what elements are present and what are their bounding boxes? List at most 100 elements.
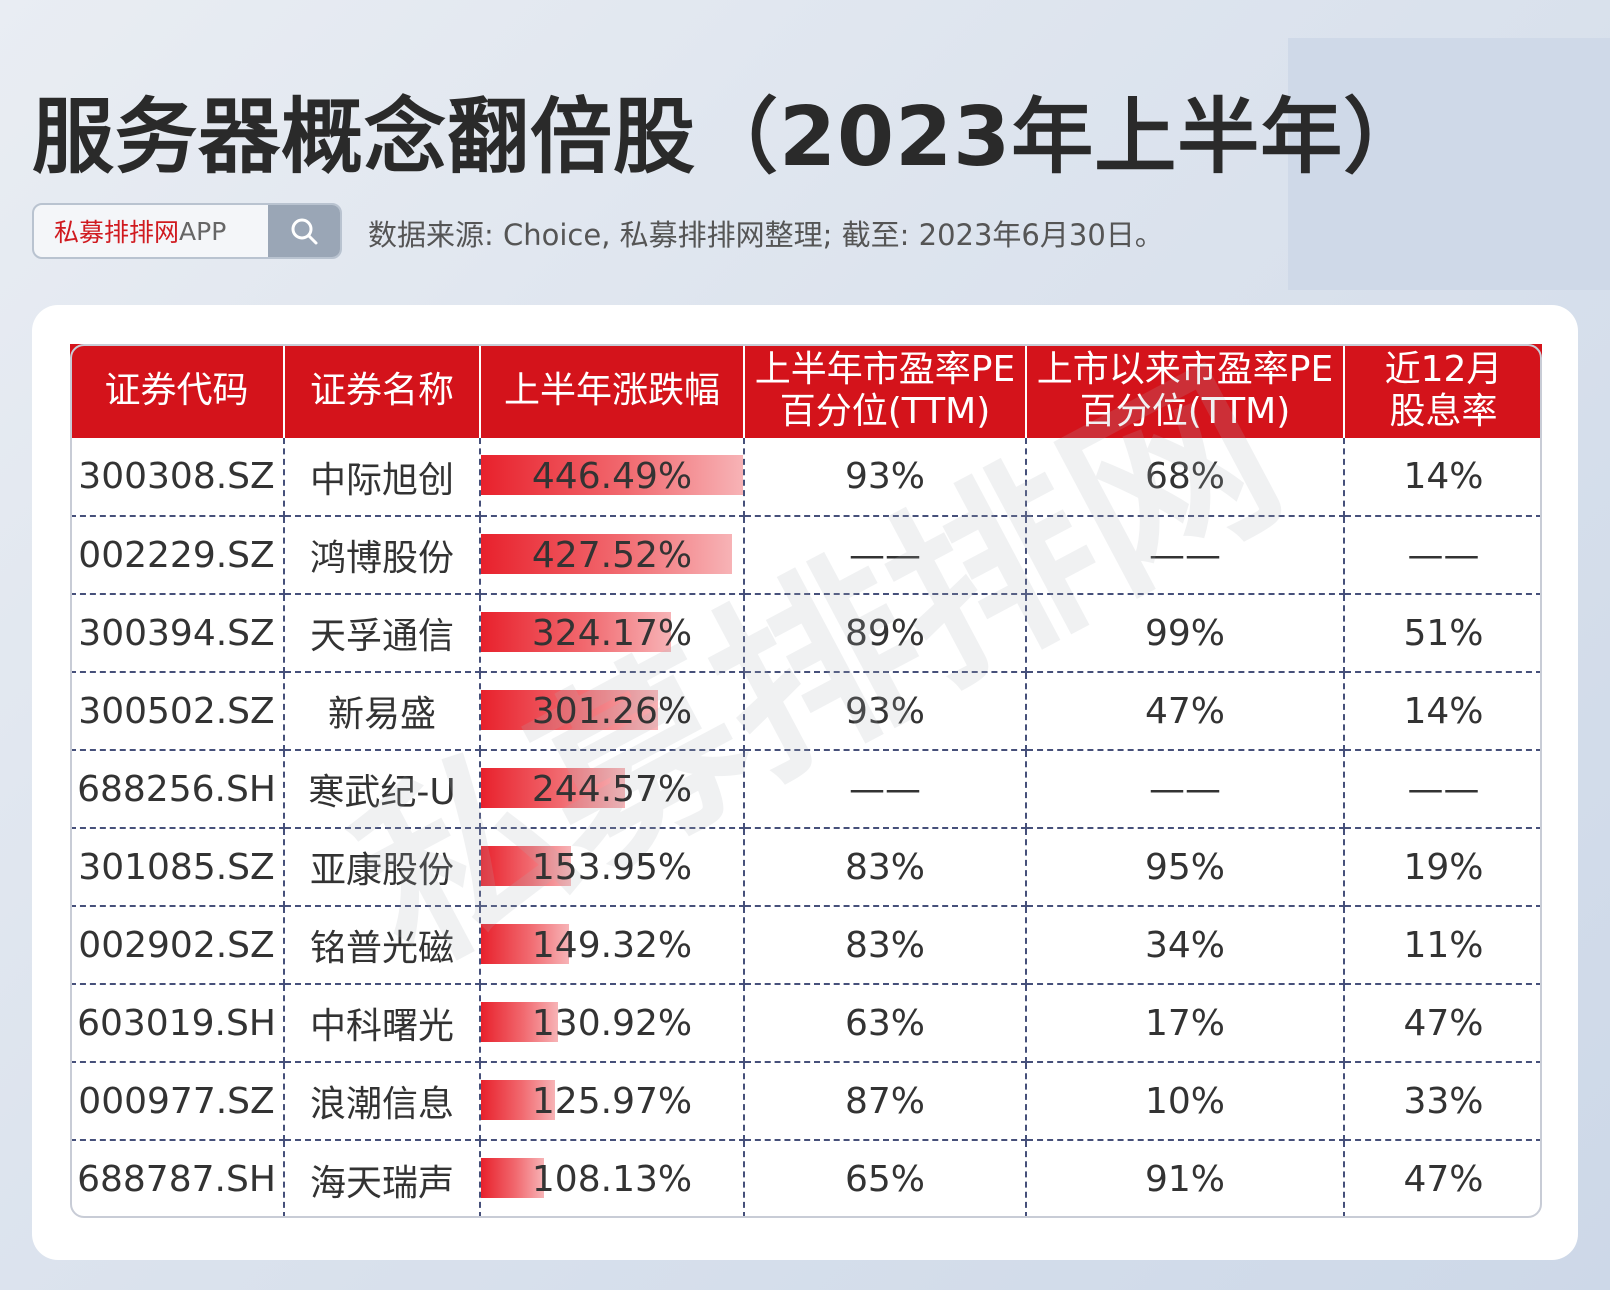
cell-pe-all: 47% (1026, 672, 1345, 751)
cell-code: 300308.SZ (70, 438, 285, 517)
cell-name: 中际旭创 (284, 438, 481, 517)
table-row: 688787.SH 海天瑞声 108.13% 65% 91% 47% (70, 1140, 1542, 1218)
change-bar (481, 1080, 555, 1120)
cell-pe-all: 68% (1026, 438, 1345, 517)
cell-dividend: 47% (1403, 1159, 1484, 1200)
header-pe-h1-line1: 上半年市盈率PE (754, 349, 1016, 390)
cell-dividend: 14% (1344, 438, 1542, 517)
cell-code: 000977.SZ (70, 1062, 285, 1141)
table-row: 301085.SZ 亚康股份 153.95% 83% 95% 19% (70, 828, 1542, 907)
cell-name: 寒武纪-U (284, 750, 481, 829)
search-label: 私募排排网 APP (34, 205, 268, 257)
search-button[interactable] (268, 205, 340, 257)
cell-pe-all: 10% (1026, 1062, 1345, 1141)
cell-code: 002229.SZ (70, 516, 285, 595)
change-label: 324.17% (531, 612, 693, 654)
header-name: 证券名称 (284, 344, 481, 438)
change-bar (481, 1002, 558, 1042)
search-app: APP (179, 216, 227, 246)
header-pe-h1: 上半年市盈率PE 百分位(TTM) (744, 344, 1027, 438)
search-icon (291, 218, 318, 245)
cell-change: 108.13% (480, 1140, 745, 1218)
table-row: 000977.SZ 浪潮信息 125.97% 87% 10% 33% (70, 1062, 1542, 1141)
header-pe-all-line1: 上市以来市盈率PE (1036, 349, 1334, 390)
change-label: 108.13% (531, 1159, 693, 1200)
header-dividend: 近12月 股息率 (1344, 344, 1542, 438)
cell-name: 铭普光磁 (284, 906, 481, 985)
table-row: 300308.SZ 中际旭创 446.49% 93% 68% 14% (70, 438, 1542, 517)
cell-pe-h1: 89% (744, 594, 1027, 673)
cell-pe-h1: 83% (744, 906, 1027, 985)
cell-dividend: 47% (1344, 984, 1542, 1063)
cell-name: 亚康股份 (284, 828, 481, 907)
table-row: 300502.SZ 新易盛 301.26% 93% 47% 14% (70, 672, 1542, 751)
cell-dividend: 14% (1344, 672, 1542, 751)
cell-change: 125.97% (480, 1062, 745, 1141)
change-bar (481, 534, 732, 574)
change-bar (481, 924, 569, 964)
search-brand: 私募排排网 (54, 218, 180, 247)
cell-change: 324.17% (480, 594, 745, 673)
data-source-note: 数据来源: Choice, 私募排排网整理; 截至: 2023年6月30日。 (368, 218, 1164, 252)
cell-dividend: 33% (1344, 1062, 1542, 1141)
cell-pe-all: 91% (1026, 1140, 1345, 1218)
cell-code: 300502.SZ (70, 672, 285, 751)
header-div-line1: 近12月 (1384, 349, 1503, 390)
cell-code: 300394.SZ (70, 594, 285, 673)
change-label: 244.57% (531, 768, 693, 810)
table-row: 002229.SZ 鸿博股份 427.52% —— —— —— (70, 516, 1542, 595)
header-pe-all: 上市以来市盈率PE 百分位(TTM) (1026, 344, 1345, 438)
cell-pe-all: —— (1026, 516, 1345, 595)
change-bar (481, 768, 625, 808)
change-label: 149.32% (531, 924, 693, 966)
cell-pe-all: —— (1026, 750, 1345, 829)
cell-code: 301085.SZ (70, 828, 285, 907)
header-change: 上半年涨跌幅 (480, 344, 745, 438)
change-bar (481, 690, 658, 730)
cell-pe-h1: 65% (744, 1140, 1027, 1218)
cell-change: 244.57% (480, 750, 745, 829)
change-bar (481, 846, 572, 886)
background-panel (1288, 38, 1610, 290)
header-pe-all-line2: 百分位(TTM) (1079, 391, 1291, 432)
cell-change: 301.26% (480, 672, 745, 751)
cell-change: 427.52% (480, 516, 745, 595)
cell-name: 新易盛 (284, 672, 481, 751)
cell-code: 603019.SH (70, 984, 285, 1063)
cell-pe-h1: 93% (744, 672, 1027, 751)
cell-change: 446.49% (480, 438, 745, 517)
change-label: 301.26% (531, 690, 693, 732)
table-row: 002902.SZ 铭普光磁 149.32% 83% 34% 11% (70, 906, 1542, 985)
cell-change: 130.92% (480, 984, 745, 1063)
change-bar (481, 1158, 545, 1198)
cell-dividend: —— (1344, 516, 1542, 595)
cell-pe-h1: 93% (744, 438, 1027, 517)
header-code: 证券代码 (70, 344, 285, 438)
search-box[interactable]: 私募排排网 APP (32, 203, 342, 259)
cell-pe-h1: —— (744, 516, 1027, 595)
cell-name: 天孚通信 (284, 594, 481, 673)
change-label: 427.52% (531, 534, 693, 576)
cell-pe-h1: 87% (744, 1062, 1027, 1141)
change-bar (481, 612, 672, 652)
table-row: 300394.SZ 天孚通信 324.17% 89% 99% 51% (70, 594, 1542, 673)
change-label: 446.49% (531, 456, 693, 497)
cell-pe-all: 95% (1026, 828, 1345, 907)
cell-pe-h1: 83% (744, 828, 1027, 907)
change-label: 125.97% (531, 1080, 693, 1122)
cell-code: 688256.SH (70, 750, 285, 829)
cell-pe-all: 17% (1026, 984, 1345, 1063)
cell-pe-h1: —— (744, 750, 1027, 829)
cell-dividend: 51% (1344, 594, 1542, 673)
cell-dividend: —— (1344, 750, 1542, 829)
stock-table: 证券代码 证券名称 上半年涨跌幅 上半年市盈率PE 百分位(TTM) 上市以来市… (70, 344, 1542, 1218)
cell-pe-all: 34% (1026, 906, 1345, 985)
change-label: 153.95% (531, 846, 693, 888)
cell-code: 688787.SH (70, 1140, 285, 1218)
cell-name: 中科曙光 (284, 984, 481, 1063)
table-row: 688256.SH 寒武纪-U 244.57% —— —— —— (70, 750, 1542, 829)
cell-change: 153.95% (480, 828, 745, 907)
cell-code: 002902.SZ (70, 906, 285, 985)
cell-dividend: 19% (1344, 828, 1542, 907)
header-div-line2: 股息率 (1389, 391, 1498, 432)
